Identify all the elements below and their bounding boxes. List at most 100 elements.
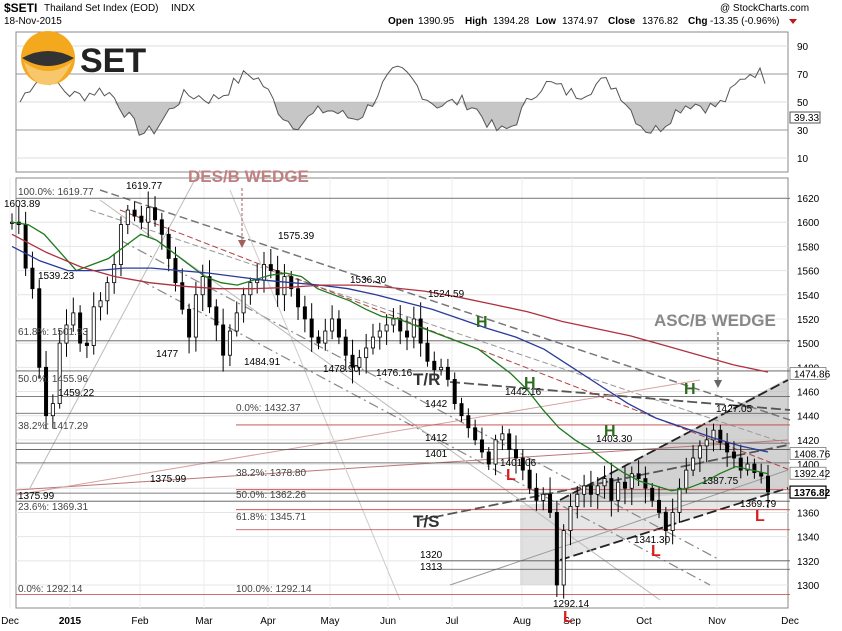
watermark: @ StockCharts.com xyxy=(720,3,809,14)
price-body xyxy=(193,294,198,338)
price-body xyxy=(452,379,457,404)
x-tick-label: Mar xyxy=(195,616,213,626)
y-tick-label: 1560 xyxy=(797,267,820,278)
price-body xyxy=(500,433,505,441)
x-tick-label: Nov xyxy=(708,616,726,626)
price-body xyxy=(268,264,273,271)
low-value: 1374.97 xyxy=(562,16,599,27)
fib-right-label: 0.0%: 1432.37 xyxy=(236,403,301,414)
trend-line xyxy=(229,189,401,601)
price-body xyxy=(602,478,607,487)
price-body xyxy=(296,288,301,308)
price-body xyxy=(139,215,144,223)
price-body xyxy=(343,336,348,356)
level-label: 1442 xyxy=(425,399,448,410)
fib-left-label: 50.0%: 1455.96 xyxy=(18,374,88,385)
price-body xyxy=(657,499,662,513)
y-tick-label: 1540 xyxy=(797,291,820,302)
sell-mark: L xyxy=(755,508,765,525)
price-label: 1427.05 xyxy=(716,404,753,415)
price-label: 1603.89 xyxy=(4,199,41,210)
buy-mark: H xyxy=(476,314,488,331)
price-body xyxy=(180,282,185,310)
trend-line xyxy=(99,199,661,601)
fib-left-label: 100.0%: 1619.77 xyxy=(18,187,94,198)
price-body xyxy=(493,439,498,465)
price-body xyxy=(650,487,655,501)
price-body xyxy=(738,457,743,471)
price-badge xyxy=(789,485,827,499)
price-label: 1536.30 xyxy=(350,275,387,286)
x-tick-label: Dec xyxy=(1,616,19,626)
chart-date: 18-Nov-2015 xyxy=(4,16,62,27)
rsi-tick-label: 30 xyxy=(797,126,809,137)
x-tick-label: Aug xyxy=(513,616,531,626)
chart-annotation: ASC/B WEDGE xyxy=(654,311,776,330)
price-body xyxy=(466,415,471,429)
trend-line xyxy=(15,439,789,491)
price-body xyxy=(582,485,587,495)
price-label: 1375.99 xyxy=(18,491,55,502)
price-body xyxy=(622,481,627,489)
y-tick-label: 1420 xyxy=(797,436,820,447)
price-body xyxy=(636,473,641,479)
buy-mark: H xyxy=(604,423,616,440)
buy-mark: H xyxy=(684,381,696,398)
arrow-down-icon xyxy=(238,240,246,248)
x-tick-labels: Dec 2015 Feb Mar Apr May Jun Jul Aug Sep Oct Nov Dec xyxy=(1,616,799,627)
down-arrow-icon xyxy=(789,19,797,24)
price-body xyxy=(432,360,437,371)
rsi-area xyxy=(20,102,765,136)
price-body xyxy=(302,306,307,320)
price-body xyxy=(752,463,757,473)
price-body xyxy=(330,318,335,332)
y-tick-label: 1460 xyxy=(797,388,820,399)
price-body xyxy=(207,276,212,308)
price-body xyxy=(350,354,355,368)
price-body xyxy=(418,318,423,344)
price-body xyxy=(187,308,192,338)
fib-left-label: 0.0%: 1292.14 xyxy=(18,584,83,595)
rsi-tick-label: 90 xyxy=(797,42,809,53)
price-body xyxy=(357,357,362,368)
signal-marks: H H H H L L L L xyxy=(476,314,765,626)
price-body xyxy=(30,267,35,290)
chart-symbol: $SETI xyxy=(4,1,37,15)
rsi-last-value: 39.33 xyxy=(794,113,819,124)
price-body xyxy=(221,324,226,356)
sell-mark: L xyxy=(506,467,516,484)
close-label: Close xyxy=(608,16,636,27)
price-label: 1539.23 xyxy=(38,271,75,282)
price-bars xyxy=(9,191,771,599)
price-body xyxy=(697,445,702,459)
price-body xyxy=(425,342,430,362)
price-body xyxy=(98,300,103,308)
price-body xyxy=(200,276,205,296)
chg-label: Chg xyxy=(688,16,707,27)
price-body xyxy=(78,312,83,344)
price-body xyxy=(336,318,341,338)
high-value: 1394.28 xyxy=(493,16,530,27)
price-body xyxy=(479,439,484,453)
price-body xyxy=(57,342,62,404)
price-body xyxy=(398,318,403,332)
price-body xyxy=(595,485,600,495)
price-labels: 1619.77 1603.89 1575.39 1539.23 1536.30 1524.… xyxy=(4,167,777,610)
set-logo: SET xyxy=(21,31,146,86)
level-label: 1313 xyxy=(420,562,443,573)
price-body xyxy=(370,336,375,349)
y-tick-label: 1360 xyxy=(797,508,820,519)
price-label: 1401.06 xyxy=(500,458,537,469)
y-tick-label: 1620 xyxy=(797,194,820,205)
price-label: 1524.59 xyxy=(428,289,465,300)
fib-right-label: 61.8%: 1345.71 xyxy=(236,512,306,523)
price-body xyxy=(159,219,164,235)
chart-annotation: T/R xyxy=(413,370,440,389)
price-body xyxy=(214,306,219,326)
price-body xyxy=(439,366,444,371)
price-body xyxy=(520,457,525,471)
price-body xyxy=(234,312,239,332)
moving-averages xyxy=(11,221,769,492)
